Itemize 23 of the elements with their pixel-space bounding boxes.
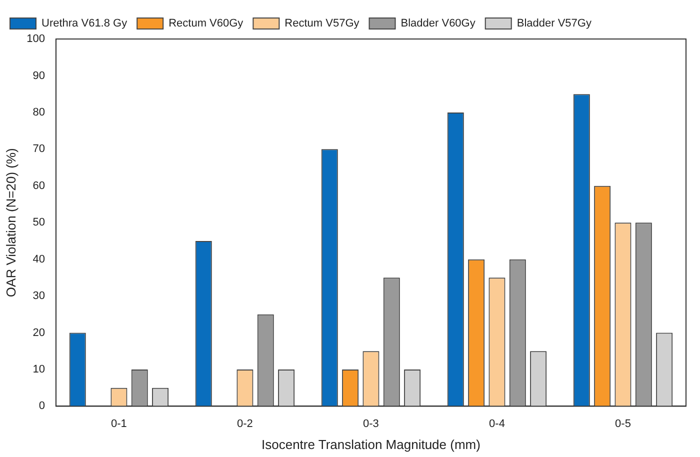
y-tick-label: 0 <box>38 400 45 412</box>
y-tick-label: 100 <box>26 33 45 46</box>
legend-label: Bladder V60Gy <box>400 18 476 30</box>
x-tick-label: 0-3 <box>363 418 379 430</box>
x-axis-title: Isocentre Translation Magnitude (mm) <box>262 436 480 452</box>
y-tick-label: 30 <box>32 290 45 302</box>
y-tick-label: 40 <box>32 253 45 266</box>
y-tick-label: 10 <box>32 364 45 376</box>
y-tick-label: 50 <box>32 216 45 229</box>
x-tick-label: 0-2 <box>237 418 253 430</box>
legend-label: Urethra V61.8 Gy <box>42 18 128 30</box>
legend-label: Bladder V57Gy <box>516 18 592 30</box>
y-tick-label: 90 <box>32 70 45 82</box>
x-tick-label: 0-1 <box>111 418 127 430</box>
legend-label: Rectum V60Gy <box>168 18 244 30</box>
y-tick-label: 60 <box>32 180 45 192</box>
legend-label: Rectum V57Gy <box>284 18 360 30</box>
y-tick-label: 80 <box>32 106 45 118</box>
x-tick-label: 0-4 <box>489 418 505 430</box>
y-tick-label: 20 <box>32 326 45 339</box>
x-tick-label: 0-5 <box>615 418 631 430</box>
y-axis-title: OAR Violation (N=20) (%) <box>3 148 18 298</box>
y-tick-label: 70 <box>32 143 45 156</box>
